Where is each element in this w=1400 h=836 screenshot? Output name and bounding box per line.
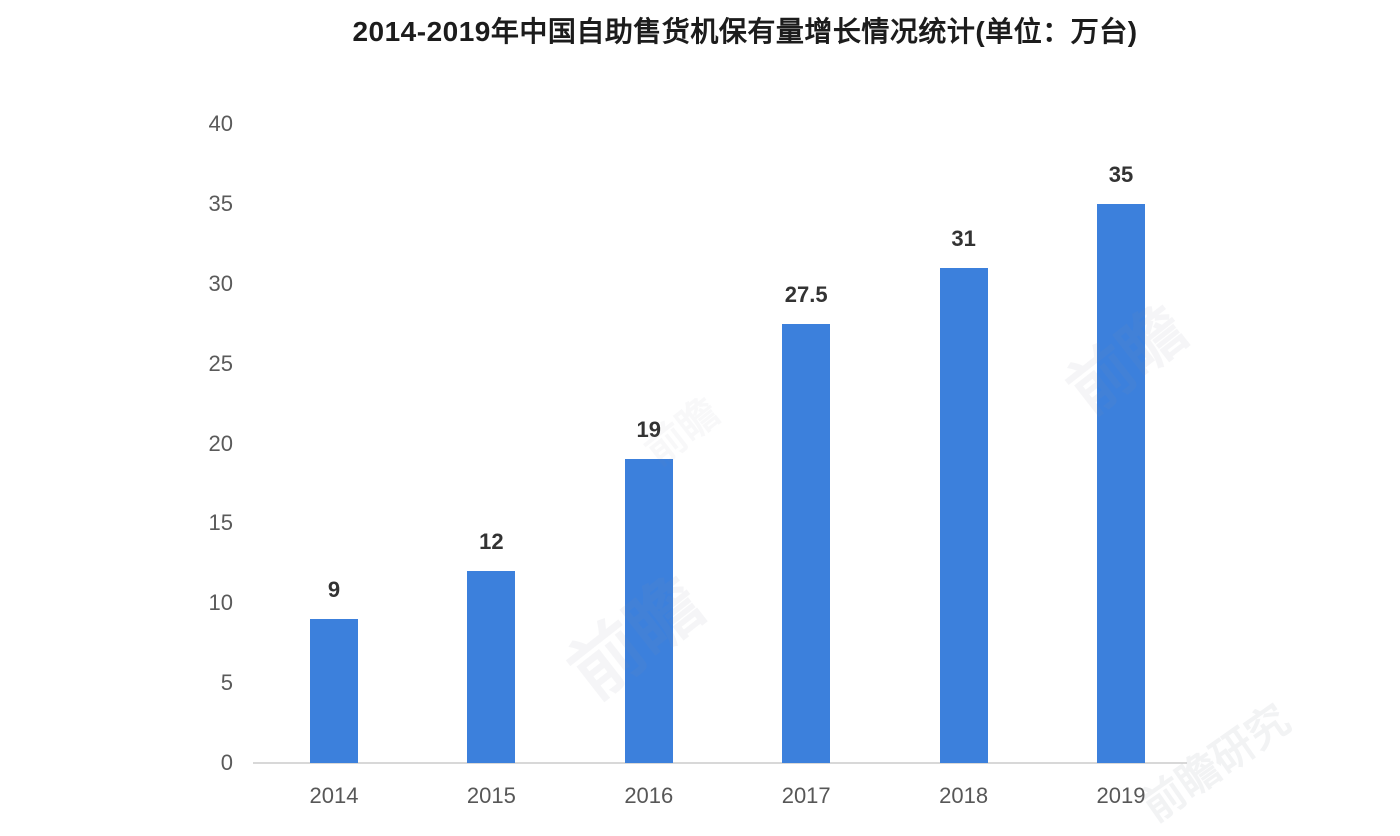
x-axis-line bbox=[253, 762, 1187, 764]
y-tick-label-40: 40 bbox=[208, 111, 233, 136]
chart-title: 2014-2019年中国自助售货机保有量增长情况统计(单位：万台) bbox=[352, 16, 1138, 47]
x-tick-label-2016: 2016 bbox=[624, 783, 674, 808]
y-tick-label-30: 30 bbox=[208, 270, 233, 296]
x-tick-label-2018: 2018 bbox=[939, 783, 989, 808]
bar-2019 bbox=[1097, 203, 1145, 763]
y-tick-label-25: 25 bbox=[208, 350, 233, 376]
bar-2016 bbox=[624, 459, 673, 763]
y-tick-label-20: 20 bbox=[208, 430, 233, 456]
x-tick-label-2014: 2014 bbox=[309, 783, 359, 808]
y-tick-label-5: 5 bbox=[220, 670, 233, 696]
y-tick-label-35: 35 bbox=[208, 190, 233, 216]
y-tick-label-10: 10 bbox=[208, 590, 233, 616]
x-tick-label-2015: 2015 bbox=[466, 783, 516, 808]
y-tick-label-15: 15 bbox=[208, 510, 233, 536]
bar-value-label-2014: 9 bbox=[327, 577, 341, 603]
x-tick-label-2017: 2017 bbox=[781, 783, 831, 808]
bar-value-label-2015: 12 bbox=[479, 529, 504, 555]
bar-2014 bbox=[310, 619, 358, 763]
x-tick-label-2019: 2019 bbox=[1096, 783, 1146, 808]
bar-2015 bbox=[467, 571, 516, 763]
bar-value-label-2016: 19 bbox=[636, 417, 662, 443]
bar-2018 bbox=[939, 267, 988, 763]
y-tick-label-0: 0 bbox=[220, 750, 233, 775]
bar-2017 bbox=[782, 323, 831, 763]
bar-value-label-2018: 31 bbox=[951, 225, 976, 251]
bar-value-label-2019: 35 bbox=[1108, 161, 1134, 187]
watermark-text: 前瞻研究 bbox=[1133, 695, 1299, 831]
bar-value-label-2017: 27.5 bbox=[784, 281, 828, 307]
